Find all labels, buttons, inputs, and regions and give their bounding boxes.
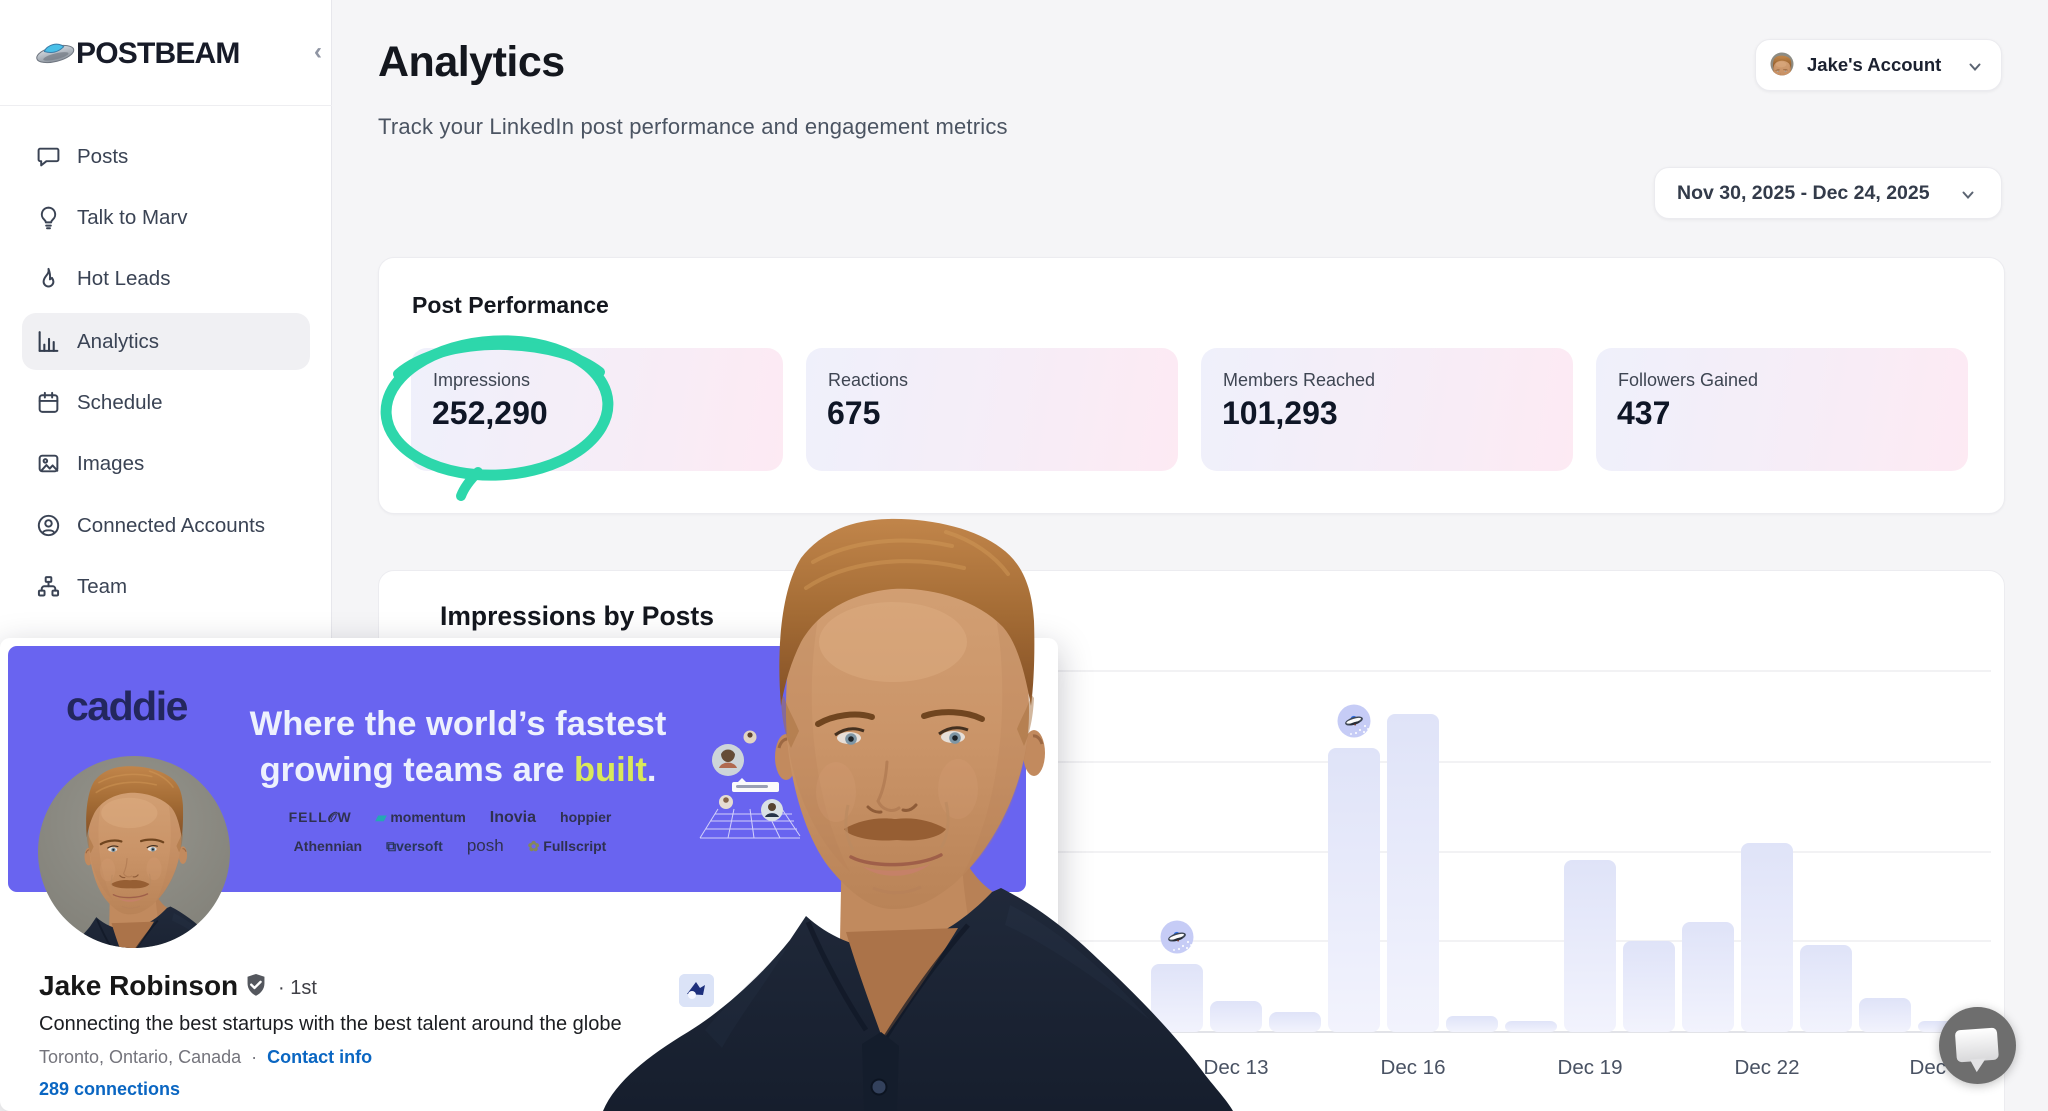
- svg-text:Dec 13: Dec 13: [1204, 1056, 1269, 1079]
- svg-text:Dec 16: Dec 16: [1381, 1056, 1446, 1079]
- svg-text:Dec 19: Dec 19: [1558, 1056, 1623, 1079]
- svg-text:Dec 22: Dec 22: [1735, 1056, 1800, 1079]
